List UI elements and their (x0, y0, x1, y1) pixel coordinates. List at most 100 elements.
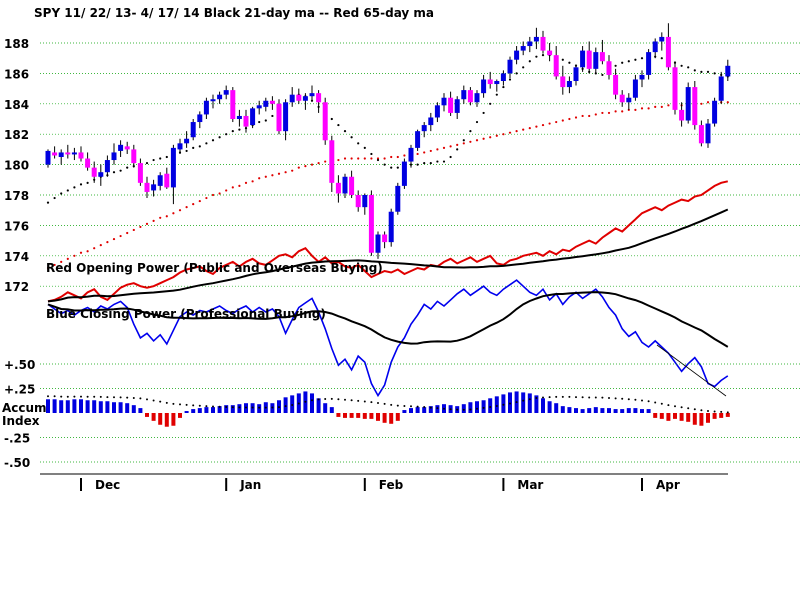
candle-body (514, 50, 520, 60)
ma65-dot (462, 142, 465, 145)
ma65-dot (93, 247, 96, 250)
accum-bar (574, 408, 578, 413)
candle-body (448, 97, 454, 113)
accum-ma-dot (198, 404, 201, 407)
ma21-dot (218, 136, 221, 139)
accum-bar (653, 413, 658, 418)
accum-bar (323, 403, 328, 413)
candle-body (329, 140, 335, 183)
accum-ma-dot (429, 406, 432, 409)
ma21-dot (621, 61, 624, 64)
accum-ma-dot (53, 395, 56, 398)
ma21-dot (423, 161, 426, 165)
accum-bar (534, 395, 539, 413)
ma65-dot (112, 237, 116, 241)
candle-body (540, 36, 546, 51)
ma21-dot (456, 148, 459, 151)
accum-bar (191, 409, 196, 413)
ma65-dot (205, 196, 208, 200)
accum-ma-dot (146, 398, 148, 401)
accum-tick-label: -.50 (4, 456, 30, 470)
candle-body (639, 74, 645, 80)
candle-body (580, 50, 586, 68)
candle-body (652, 41, 658, 53)
accum-bar (692, 413, 697, 425)
accum-ma-dot (495, 404, 498, 407)
accum-bar (151, 413, 156, 421)
ma65-dot (502, 133, 505, 136)
accum-ma-dot (621, 397, 624, 400)
ma65-dot (119, 234, 122, 238)
ma65-dot (159, 216, 162, 219)
candle-body (230, 90, 236, 119)
candle-body (527, 41, 533, 47)
candle-body (170, 147, 176, 188)
ma21-dot (79, 183, 83, 186)
candle-body (157, 175, 163, 186)
ma65-dot (568, 117, 571, 121)
price-gridlines (40, 42, 800, 287)
accum-bar (593, 407, 598, 413)
red-opening-power-ma (47, 208, 729, 303)
accum-ma-dot (106, 396, 109, 399)
accum-ma-dot (383, 402, 386, 405)
accum-bar (567, 407, 572, 413)
ma21-dot (687, 66, 690, 69)
candle-body (296, 94, 302, 101)
accum-ma-dot (515, 401, 518, 404)
ma65-dot (647, 107, 650, 110)
ma21-dot (495, 93, 498, 96)
ma21-dot (159, 157, 162, 160)
accum-bar (719, 413, 724, 418)
accum-ma-dot (476, 407, 478, 410)
ma65-dot (126, 231, 129, 235)
ma21-dot (112, 171, 116, 174)
accum-bar (428, 406, 433, 413)
accum-bar (607, 408, 611, 413)
ma65-dot (251, 180, 254, 183)
candle-body (507, 59, 513, 74)
blue-closing-power-line (47, 279, 729, 398)
accum-ma-dot (608, 396, 610, 399)
candle-body (428, 117, 434, 126)
candle-body (164, 173, 170, 188)
ma65-dot (357, 157, 360, 160)
accum-ma-dot (680, 406, 683, 409)
accum-ma-dot (99, 395, 102, 398)
month-axis: Dec Jan Feb Mar Apr (80, 478, 680, 492)
ma21-dot (165, 155, 168, 159)
candle-body (712, 100, 718, 124)
ma21-dot (192, 146, 195, 149)
accum-bar (92, 400, 97, 413)
ma65-dot (211, 193, 215, 197)
candle-body (65, 152, 71, 155)
accum-bar (52, 399, 57, 413)
accum-bar (105, 401, 110, 413)
accum-ma-dot (720, 410, 723, 413)
ma21-dot (271, 114, 274, 118)
accum-bar (527, 393, 532, 413)
ma65-dot (324, 160, 327, 163)
ma65-dot (654, 105, 657, 108)
accum-ma-dot (641, 399, 643, 402)
accum-bar (402, 410, 407, 413)
ma21-dot (53, 196, 56, 200)
accum-ma-dot (304, 400, 307, 403)
candle-body (408, 147, 414, 162)
candle-body (487, 79, 493, 85)
accum-bar (85, 400, 90, 413)
accum-bar (395, 413, 400, 421)
candle-body (144, 182, 150, 192)
ma65-dot (515, 130, 518, 133)
accum-bar (547, 401, 552, 413)
ma65-dot (594, 113, 597, 116)
accum-bar (98, 401, 103, 413)
accum-ma-dot (47, 395, 49, 398)
candle-body (131, 149, 137, 164)
candle-body (632, 79, 638, 98)
ma21-dot (86, 181, 89, 184)
ma21-dot (60, 192, 63, 195)
price-tick-label: 172 (4, 280, 29, 294)
accum-ma-dot (693, 408, 696, 411)
ma65-dot (416, 152, 419, 156)
